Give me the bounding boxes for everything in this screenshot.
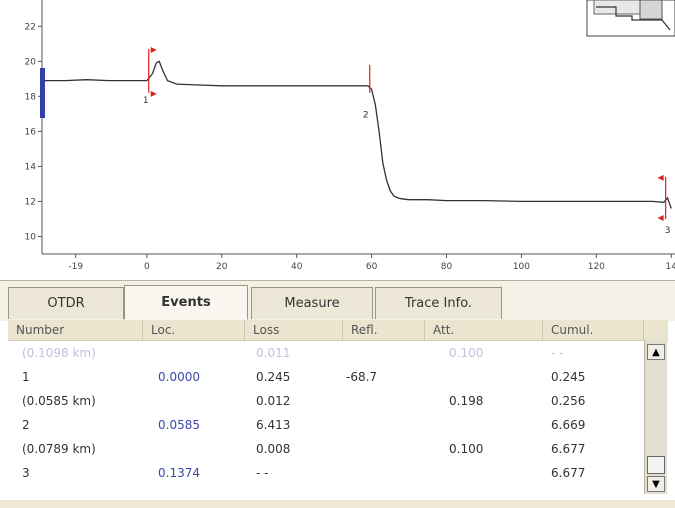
event-marker-1[interactable]: 1 xyxy=(143,47,157,106)
header-number[interactable]: Number xyxy=(8,320,143,340)
table-row[interactable]: 1 0.0000 0.245 -68.7 0.245 xyxy=(8,366,638,390)
arrow-down-icon: ▼ xyxy=(652,478,660,490)
tab-trace-info[interactable]: Trace Info. xyxy=(375,287,502,319)
cell-number: (0.0585 km) xyxy=(22,394,96,408)
trace-line xyxy=(42,60,672,209)
x-tick-label: 40 xyxy=(291,262,303,272)
overview-minimap[interactable] xyxy=(586,0,675,37)
left-cursor-bar[interactable] xyxy=(40,68,45,118)
header-att[interactable]: Att. xyxy=(425,320,543,340)
cell-number: 1 xyxy=(22,370,30,384)
cell-att: 0.100 xyxy=(449,442,484,456)
tab-measure[interactable]: Measure xyxy=(251,287,373,319)
events-table: Number Loc. Loss Refl. Att. Cumul. (0.10… xyxy=(8,320,668,500)
cell-cumul: 6.669 xyxy=(551,418,586,432)
tab-otdr[interactable]: OTDR xyxy=(8,287,124,319)
x-tick-label: 20 xyxy=(216,262,228,272)
x-tick-label: 0 xyxy=(144,262,150,272)
cell-loss: - - xyxy=(256,466,269,480)
cell-cumul: 6.677 xyxy=(551,466,586,480)
cell-cumul: 0.256 xyxy=(551,394,586,408)
y-tick-label: 12 xyxy=(25,197,36,207)
cell-number: 3 xyxy=(22,466,30,480)
status-strip xyxy=(0,500,675,508)
cell-number: 2 xyxy=(22,418,30,432)
tab-bar: OTDR Events Measure Trace Info. xyxy=(0,280,675,321)
x-tick-label: 120 xyxy=(588,262,605,272)
arrow-up-icon: ▲ xyxy=(652,346,660,358)
cell-loss: 0.245 xyxy=(256,370,291,384)
event-markers: 1 2 3 xyxy=(143,47,671,236)
cell-att: 0.100 xyxy=(449,346,484,360)
trace-group xyxy=(42,60,672,209)
y-tick-label: 14 xyxy=(25,162,37,172)
x-tick-label: 80 xyxy=(441,262,453,272)
event-label: 3 xyxy=(665,226,671,236)
x-tick-label: 60 xyxy=(366,262,378,272)
scroll-down-button[interactable]: ▼ xyxy=(647,476,665,492)
header-cumul[interactable]: Cumul. xyxy=(543,320,644,340)
cell-loc: 0.1374 xyxy=(158,466,200,480)
chart-axes xyxy=(41,0,675,255)
x-tick-label: 100 xyxy=(513,262,530,272)
y-tick-label: 22 xyxy=(25,22,36,32)
cell-loss: 6.413 xyxy=(256,418,291,432)
x-tick-label: -19 xyxy=(68,262,83,272)
cell-cumul: - - xyxy=(551,346,564,360)
event-marker-2[interactable]: 2 xyxy=(363,64,371,121)
header-loc[interactable]: Loc. xyxy=(143,320,245,340)
x-tick-label: 14 xyxy=(666,262,675,272)
event-label: 2 xyxy=(363,110,369,120)
cell-cumul: 6.677 xyxy=(551,442,586,456)
y-tick-label: 10 xyxy=(25,232,37,242)
y-tick-label: 16 xyxy=(25,127,37,137)
vertical-scrollbar[interactable]: ▲ ▼ xyxy=(644,340,667,494)
header-loss[interactable]: Loss xyxy=(245,320,343,340)
cell-number: (0.1098 km) xyxy=(22,346,96,360)
table-row[interactable]: (0.0789 km) 0.008 0.100 6.677 xyxy=(8,438,638,462)
y-tick-label: 18 xyxy=(25,92,37,102)
table-row[interactable]: 3 0.1374 - - 6.677 xyxy=(8,462,638,486)
header-refl[interactable]: Refl. xyxy=(343,320,425,340)
cell-refl: -68.7 xyxy=(346,370,378,384)
tab-events[interactable]: Events xyxy=(124,285,248,320)
cell-loss: 0.012 xyxy=(256,394,291,408)
cell-loss: 0.008 xyxy=(256,442,291,456)
table-row[interactable]: 2 0.0585 6.413 6.669 xyxy=(8,414,638,438)
event-marker-3[interactable]: 3 xyxy=(657,174,671,236)
cell-loc: 0.0585 xyxy=(158,418,200,432)
table-header: Number Loc. Loss Refl. Att. Cumul. xyxy=(8,320,668,341)
cell-number: (0.0789 km) xyxy=(22,442,96,456)
table-row[interactable]: (0.1098 km) 0.011 0.100 - - xyxy=(8,342,638,366)
y-tick-label: 20 xyxy=(25,57,37,67)
cell-loss: 0.011 xyxy=(256,346,291,360)
scroll-up-button[interactable]: ▲ xyxy=(647,344,665,360)
event-label: 1 xyxy=(143,96,149,106)
cell-att: 0.198 xyxy=(449,394,484,408)
table-row[interactable]: (0.0585 km) 0.012 0.198 0.256 xyxy=(8,390,638,414)
cell-cumul: 0.245 xyxy=(551,370,586,384)
scroll-thumb[interactable] xyxy=(647,456,665,474)
cell-loc: 0.0000 xyxy=(158,370,200,384)
